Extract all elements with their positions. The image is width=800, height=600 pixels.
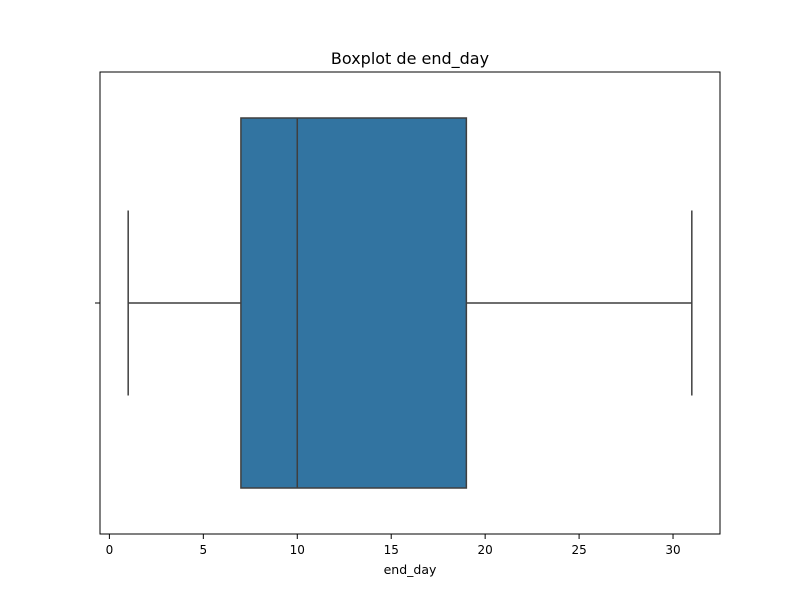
x-tick-label: 20 bbox=[478, 543, 493, 557]
chart-title: Boxplot de end_day bbox=[331, 49, 489, 69]
box-iqr bbox=[240, 117, 468, 489]
x-tick-label: 30 bbox=[665, 543, 680, 557]
plot-area: 0 5 10 15 20 25 30 bbox=[95, 71, 721, 557]
x-tick-label: 15 bbox=[384, 543, 399, 557]
x-tick-label: 0 bbox=[106, 543, 114, 557]
x-tick-label: 5 bbox=[200, 543, 208, 557]
x-tick-label: 10 bbox=[290, 543, 305, 557]
x-axis-label: end_day bbox=[384, 562, 437, 577]
x-tick-label: 25 bbox=[571, 543, 586, 557]
